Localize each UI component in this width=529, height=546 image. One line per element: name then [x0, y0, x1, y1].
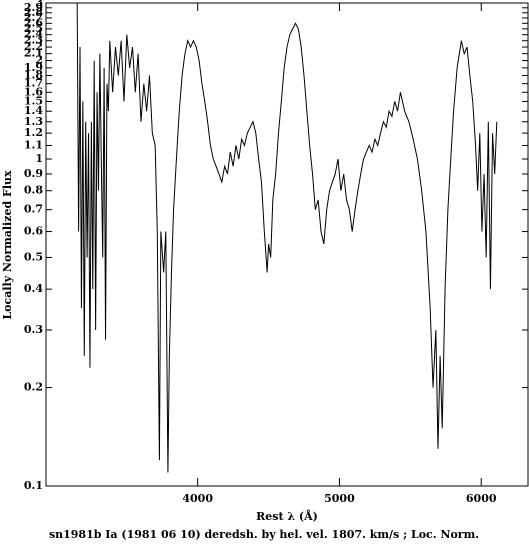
y-tick-label: 0.1 [24, 479, 43, 492]
caption: sn1981b Ia (1981 06 10) deredsh. by hel.… [49, 528, 479, 541]
y-tick-label: 2.7 [24, 11, 43, 24]
y-tick-label: 2.5 [24, 22, 43, 35]
spectrum-line [76, 2, 498, 473]
y-tick-label: 0.8 [24, 184, 43, 197]
y-tick-label: 0.7 [24, 203, 43, 216]
y-tick-label: 1.3 [24, 115, 43, 128]
x-tick-label: 5000 [324, 492, 355, 505]
y-tick-label: 1.6 [24, 85, 43, 98]
y-tick-label: 2.8 [24, 6, 43, 19]
y-axis-label: Locally Normalized Flux [1, 170, 14, 320]
y-tick-label: 2.6 [24, 16, 43, 29]
y-tick-label: 0.2 [24, 381, 43, 394]
y-tick-label: 2.3 [24, 34, 43, 47]
y-tick-label: 2 [35, 54, 43, 67]
y-tick-label: 0.5 [24, 250, 43, 263]
y-tick-label: 1.8 [24, 69, 43, 82]
y-tick-label: 2.2 [24, 40, 43, 53]
plot-frame [45, 2, 529, 487]
y-tick-label: 1.7 [24, 77, 43, 90]
y-tick-label: 2.9 [24, 1, 43, 14]
y-tick-label: 0.3 [24, 323, 43, 336]
y-tick-label: 1.9 [24, 61, 43, 74]
x-axis-label: Rest λ (Å) [256, 509, 318, 523]
y-tick-label: 0.6 [24, 225, 43, 238]
y-tick-label: 0.4 [24, 282, 43, 295]
y-tick-label: 1.5 [24, 94, 43, 107]
x-tick-label: 4000 [182, 492, 213, 505]
y-tick-label: 2.4 [24, 28, 43, 41]
y-tick-label: 2.1 [24, 47, 43, 60]
y-tick-label: 3 [35, 0, 43, 9]
y-tick-label: 1.4 [24, 104, 43, 117]
x-tick-label: 6000 [466, 492, 497, 505]
y-tick-label: 0.9 [24, 167, 43, 180]
y-tick-label: 1 [35, 152, 43, 165]
y-tick-label: 1.2 [24, 126, 43, 139]
y-tick-label: 1.1 [24, 138, 43, 151]
